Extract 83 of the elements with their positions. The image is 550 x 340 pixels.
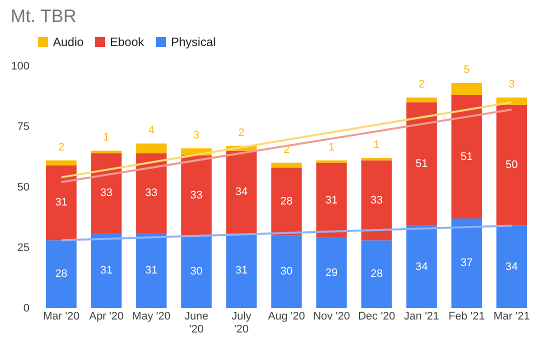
bar [271, 235, 302, 308]
x-tick-label: May '20 [132, 310, 170, 322]
data-label: 33 [145, 187, 158, 200]
data-label: 31 [100, 264, 112, 276]
x-tick-label: Apr '20 [89, 310, 124, 322]
data-label: 34 [415, 260, 428, 273]
x-tick-label: Jan '21 [404, 310, 440, 322]
data-label: 30 [280, 266, 293, 278]
data-label: 28 [55, 268, 68, 280]
data-label: 4 [148, 124, 154, 136]
data-label: 2 [58, 141, 64, 154]
bar [361, 160, 392, 240]
data-label: 1 [374, 138, 380, 151]
bar [316, 162, 347, 238]
bar [406, 97, 437, 102]
data-label: 1 [328, 141, 335, 154]
y-tick-label: 25 [17, 242, 30, 254]
bar [361, 240, 392, 308]
bar [496, 104, 527, 226]
x-tick-label: June '20 [184, 310, 208, 336]
chart-title: Mt. TBR [10, 6, 76, 26]
bar [316, 238, 347, 308]
data-label: 2 [238, 126, 245, 139]
bar [46, 240, 77, 308]
data-label: 31 [145, 264, 158, 276]
bar [91, 150, 122, 154]
x-tick-label: Mar '21 [494, 310, 530, 322]
data-label: 2 [418, 78, 425, 90]
bar [46, 160, 77, 166]
bar [406, 226, 437, 308]
bar [451, 82, 482, 96]
bar [226, 150, 257, 233]
bar [271, 162, 302, 168]
data-label: 5 [464, 64, 470, 76]
bar [451, 95, 482, 218]
bar [406, 102, 437, 226]
data-label: 3 [508, 78, 515, 90]
bar [271, 168, 302, 236]
data-label: 33 [100, 187, 112, 200]
data-label: 30 [190, 266, 203, 278]
data-label: 51 [415, 158, 428, 170]
y-tick-label: 50 [17, 182, 30, 194]
bar [361, 158, 392, 160]
legend-label: Ebook [110, 35, 146, 49]
data-label: 31 [55, 196, 68, 209]
y-tick-label: 0 [23, 302, 30, 314]
data-label: 34 [235, 186, 248, 198]
x-tick-label: Nov '20 [313, 310, 350, 322]
bar [136, 153, 167, 233]
data-label: 50 [506, 159, 518, 172]
data-label: 29 [325, 266, 338, 279]
bar [226, 232, 257, 308]
legend-label: Physical [171, 35, 216, 49]
data-label: 31 [325, 194, 338, 206]
y-tick-label: 100 [11, 60, 30, 72]
bar [451, 218, 482, 308]
data-label: 31 [235, 264, 248, 276]
data-label: 33 [370, 194, 383, 206]
bar [136, 232, 167, 308]
data-label: 51 [460, 150, 473, 163]
x-tick-label: Mar '20 [43, 310, 80, 322]
bar [46, 165, 77, 240]
data-label: 34 [506, 260, 518, 273]
legend-label: Audio [53, 35, 84, 49]
bar [91, 232, 122, 308]
data-label: 1 [103, 132, 110, 144]
x-tick-label: Dec '20 [358, 310, 396, 322]
bar [181, 156, 212, 236]
data-label: 3 [193, 129, 200, 142]
data-label: 33 [190, 189, 203, 202]
y-tick-label: 75 [17, 121, 30, 133]
data-label: 2 [283, 144, 290, 156]
bar [181, 235, 212, 308]
x-tick-label: Feb '21 [448, 310, 485, 322]
x-tick-label: July '20 [232, 310, 252, 336]
data-label: 28 [280, 196, 293, 208]
bar [136, 143, 167, 154]
data-label: 28 [370, 268, 383, 280]
bar [91, 153, 122, 233]
data-label: 37 [460, 257, 473, 270]
bar [316, 160, 347, 163]
x-tick-label: Aug '20 [268, 310, 305, 322]
bar [496, 226, 527, 308]
